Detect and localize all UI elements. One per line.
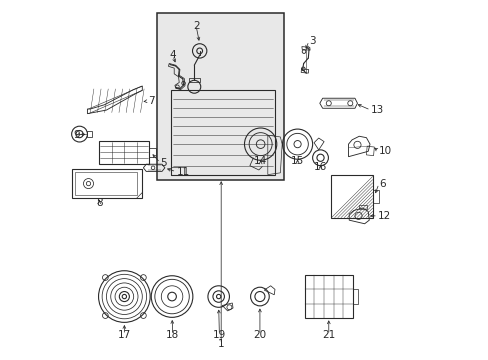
Text: 16: 16 xyxy=(313,162,326,172)
Text: 3: 3 xyxy=(308,36,315,46)
Text: 6: 6 xyxy=(378,179,385,189)
Text: 9: 9 xyxy=(73,130,80,140)
Text: 18: 18 xyxy=(166,330,179,340)
Text: 5: 5 xyxy=(160,158,166,168)
Text: 2: 2 xyxy=(192,21,199,31)
Text: 1: 1 xyxy=(218,339,224,349)
Text: 13: 13 xyxy=(370,105,383,115)
Text: 15: 15 xyxy=(290,156,304,166)
Text: 17: 17 xyxy=(118,330,131,340)
Text: 10: 10 xyxy=(378,146,391,156)
Text: 20: 20 xyxy=(253,330,266,340)
Text: 4: 4 xyxy=(169,50,176,60)
Text: 21: 21 xyxy=(322,330,335,340)
Text: 19: 19 xyxy=(212,330,225,340)
Text: 12: 12 xyxy=(377,211,390,221)
Text: 14: 14 xyxy=(253,156,267,166)
Text: 11: 11 xyxy=(176,167,189,177)
Text: 8: 8 xyxy=(96,198,102,208)
Text: 7: 7 xyxy=(147,96,154,106)
FancyBboxPatch shape xyxy=(156,13,284,180)
